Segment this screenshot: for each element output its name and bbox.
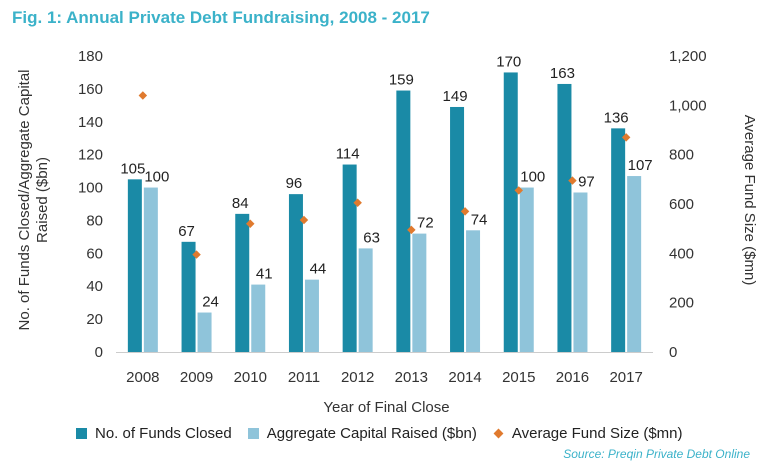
bar-funds-closed <box>396 90 411 353</box>
legend-marker-average-fund-size <box>493 428 504 439</box>
y2-tick-label: 1,200 <box>669 48 707 65</box>
data-label-capital-raised: 100 <box>144 169 169 186</box>
bar-capital-raised <box>358 248 373 352</box>
point-average-fund-size <box>460 207 470 216</box>
data-label-funds-closed: 136 <box>604 109 629 126</box>
y2-tick-label: 200 <box>669 295 694 312</box>
legend-label-average-fund-size: Average Fund Size ($mn) <box>511 425 683 442</box>
legend-swatch-funds-closed <box>76 428 87 439</box>
legend-label-capital-raised: Aggregate Capital Raised ($bn) <box>266 425 477 442</box>
data-label-capital-raised: 44 <box>310 261 327 278</box>
legend-item-average-fund-size: Average Fund Size ($mn) <box>493 425 683 442</box>
source-note: Source: Preqin Private Debt Online <box>563 447 750 461</box>
x-tick-label: 2014 <box>448 369 481 386</box>
x-tick-label: 2015 <box>502 369 535 386</box>
data-label-capital-raised: 72 <box>417 215 434 232</box>
bar-capital-raised <box>143 187 158 352</box>
bar-funds-closed <box>181 241 196 352</box>
data-label-capital-raised: 74 <box>471 211 488 228</box>
data-label-capital-raised: 41 <box>256 266 273 283</box>
legend-item-funds-closed: No. of Funds Closed <box>76 425 232 442</box>
bar-capital-raised <box>304 279 319 352</box>
bar-capital-raised <box>573 192 588 352</box>
y2-tick-label: 400 <box>669 245 694 262</box>
y-tick-label: 80 <box>86 212 103 229</box>
legend-item-capital-raised: Aggregate Capital Raised ($bn) <box>247 425 477 442</box>
data-label-funds-closed: 105 <box>120 160 145 177</box>
bar-funds-closed <box>450 106 465 352</box>
data-label-funds-closed: 96 <box>286 175 303 192</box>
data-label-funds-closed: 84 <box>232 195 249 212</box>
x-tick-label: 2013 <box>395 369 428 386</box>
x-axis-title: Year of Final Close <box>323 399 449 416</box>
data-label-capital-raised: 107 <box>628 157 653 174</box>
bar-capital-raised <box>197 312 212 352</box>
bar-funds-closed <box>557 83 572 352</box>
y2-axis-title: Average Fund Size ($mn) <box>741 115 758 286</box>
data-label-funds-closed: 170 <box>496 53 521 70</box>
data-label-funds-closed: 67 <box>178 223 195 240</box>
y-tick-label: 120 <box>78 147 103 164</box>
point-average-fund-size <box>353 198 362 208</box>
data-label-capital-raised: 24 <box>202 294 219 311</box>
y-tick-label: 100 <box>78 180 103 197</box>
y-axis-title-line: Raised ($bn) <box>34 157 51 243</box>
bar-funds-closed <box>127 179 142 352</box>
y2-tick-label: 800 <box>669 147 694 164</box>
data-label-capital-raised: 100 <box>520 169 545 186</box>
y-axis-title-line: No. of Funds Closed/Aggregate Capital <box>16 70 33 331</box>
x-tick-label: 2017 <box>609 369 642 386</box>
y-axis-title: No. of Funds Closed/Aggregate CapitalRai… <box>16 70 51 331</box>
data-label-funds-closed: 114 <box>336 146 360 163</box>
y-tick-label: 60 <box>86 245 103 262</box>
y-tick-label: 160 <box>78 81 103 98</box>
y2-tick-label: 1,000 <box>669 97 707 114</box>
x-tick-label: 2016 <box>556 369 589 386</box>
point-average-fund-size <box>246 219 255 228</box>
x-tick-label: 2009 <box>180 369 213 386</box>
data-label-funds-closed: 149 <box>443 88 468 105</box>
legend-label-funds-closed: No. of Funds Closed <box>95 425 232 442</box>
data-label-funds-closed: 159 <box>389 72 414 89</box>
data-label-funds-closed: 163 <box>550 65 575 82</box>
point-average-fund-size <box>138 91 148 100</box>
bar-capital-raised <box>251 284 266 352</box>
x-tick-label: 2010 <box>234 369 267 386</box>
y-tick-label: 0 <box>95 344 103 361</box>
y-tick-label: 180 <box>78 48 103 65</box>
bar-funds-closed <box>342 164 357 352</box>
bar-funds-closed <box>503 72 518 352</box>
data-label-capital-raised: 97 <box>578 173 595 190</box>
bar-funds-closed <box>288 194 303 352</box>
y2-tick-label: 0 <box>669 344 677 361</box>
legend-swatch-capital-raised <box>247 428 259 439</box>
x-tick-label: 2012 <box>341 369 374 386</box>
y2-tick-label: 600 <box>669 196 694 213</box>
data-label-capital-raised: 63 <box>363 229 380 246</box>
point-average-fund-size <box>407 225 416 235</box>
bar-funds-closed <box>235 213 250 352</box>
bar-capital-raised <box>412 233 427 352</box>
x-tick-label: 2008 <box>126 369 159 386</box>
y-tick-label: 140 <box>78 114 103 131</box>
chart-title: Fig. 1: Annual Private Debt Fundraising,… <box>12 8 430 27</box>
point-average-fund-size <box>299 215 309 225</box>
bar-capital-raised <box>466 230 481 352</box>
bar-capital-raised <box>627 176 642 352</box>
legend: No. of Funds Closed Aggregate Capital Ra… <box>76 425 699 442</box>
y-tick-label: 40 <box>86 278 103 295</box>
x-tick-label: 2011 <box>288 369 320 386</box>
bar-funds-closed <box>611 128 626 352</box>
bar-capital-raised <box>519 187 534 352</box>
y-tick-label: 20 <box>86 311 103 328</box>
